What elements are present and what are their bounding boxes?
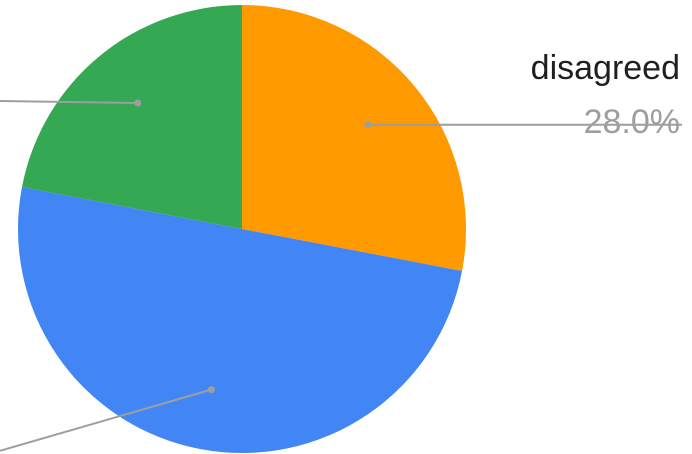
leader-line-2	[0, 100, 138, 105]
slice-labels: disagreed 28.0%	[531, 49, 680, 141]
pie-slice-slice-2	[21, 5, 243, 229]
leader-line-1	[0, 388, 212, 452]
pie-slices	[17, 5, 466, 453]
slice-percent-disagreed: 28.0%	[584, 103, 680, 141]
pie-slice-slice-1	[17, 187, 463, 453]
leader-lines	[0, 99, 682, 452]
pie-slice-disagreed	[242, 5, 466, 271]
slice-label-disagreed: disagreed	[531, 49, 680, 87]
